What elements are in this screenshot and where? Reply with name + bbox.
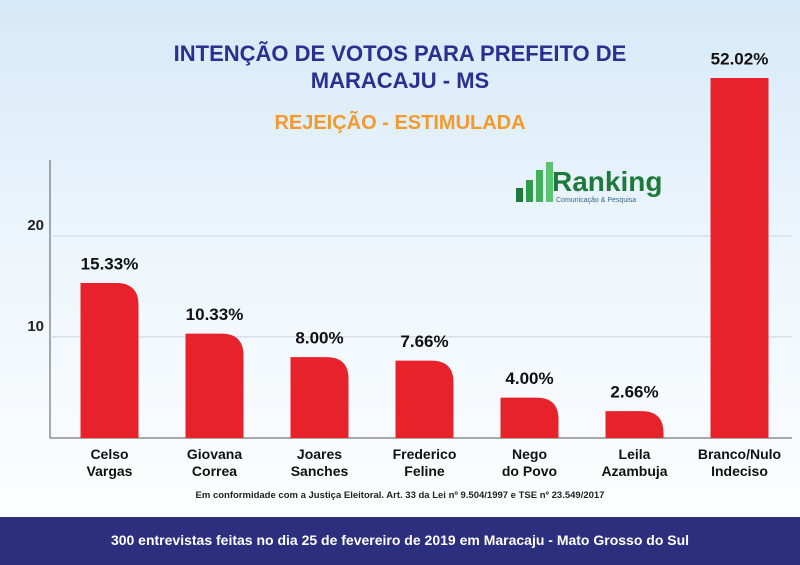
value-label: 10.33%: [186, 305, 244, 324]
x-tick-label: Giovana Correa: [186, 446, 243, 479]
bar: [80, 283, 139, 438]
logo-tagline: Comunicação & Pesquisa: [556, 197, 637, 204]
chart-subtitle: REJEIÇÃO - ESTIMULADA: [274, 112, 526, 134]
value-label: 2.66%: [610, 383, 658, 402]
x-tick-label: Joares Sanches: [290, 446, 349, 479]
x-tick-label: Nego do Povo: [501, 446, 558, 479]
chart-title: INTENÇÃO DE VOTOS PARA PREFEITO DE MARAC…: [173, 41, 627, 93]
value-label: 52.02%: [711, 49, 769, 68]
bar: [500, 397, 559, 438]
logo-icon: [516, 162, 553, 202]
y-tick-label: 10: [27, 318, 44, 335]
value-label: 8.00%: [295, 329, 343, 348]
x-tick-label: Branco/Nulo Indeciso: [697, 446, 782, 479]
value-label: 4.00%: [505, 369, 553, 388]
x-tick-label: Frederico Feline: [392, 446, 457, 479]
x-tick-label: Celso Vargas: [86, 446, 133, 479]
logo-name: Ranking: [552, 166, 663, 197]
footer-band: [0, 517, 800, 565]
bar: [185, 333, 244, 438]
footer-text: 300 entrevistas feitas no dia 25 de feve…: [110, 532, 690, 548]
bar: [710, 78, 769, 438]
bars: [80, 78, 769, 438]
source-note: Em conformidade com a Justiça Eleitoral.…: [195, 490, 605, 501]
bar: [290, 357, 349, 438]
y-tick-label: 20: [27, 217, 44, 234]
x-tick-label: Leila Azambuja: [601, 446, 668, 479]
bar: [395, 360, 454, 438]
value-label: 15.33%: [81, 255, 139, 274]
bar: [605, 411, 664, 438]
value-label: 7.66%: [400, 332, 448, 351]
